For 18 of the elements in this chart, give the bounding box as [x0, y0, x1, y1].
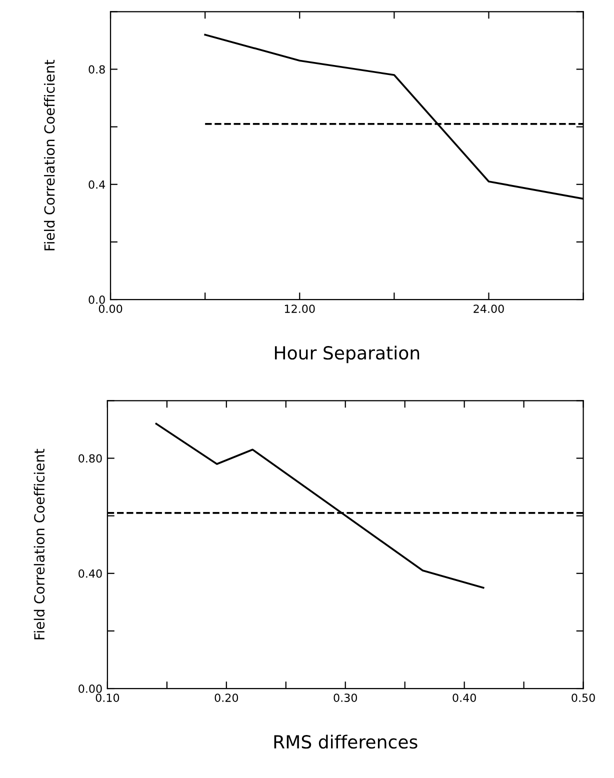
- x-tick-label: 12.00: [284, 304, 315, 313]
- y-tick-label: 0.00: [78, 684, 102, 693]
- x-tick-label: 0.00: [98, 304, 122, 313]
- x-tick-label: 0.40: [452, 694, 476, 702]
- y-tick-label: 0.8: [88, 65, 105, 74]
- y-tick-label: 0.80: [78, 454, 102, 463]
- y-tick-label: 0.40: [78, 569, 102, 578]
- x-tick-label: 0.20: [214, 694, 238, 702]
- x-axis-title: RMS differences: [274, 734, 418, 749]
- y-tick-label: 0.4: [88, 180, 106, 189]
- x-tick-label: 0.10: [96, 694, 120, 702]
- y-axis-title: Field Correlation Coefficient: [34, 448, 45, 640]
- x-tick-label: 24.00: [474, 304, 504, 313]
- x-tick-label: 0.50: [572, 694, 595, 702]
- x-axis-title: Hour Separation: [274, 346, 420, 364]
- x-tick-label: 0.30: [334, 694, 358, 702]
- y-tick-label: 0.0: [88, 296, 105, 304]
- y-axis-title: Field Correlation Coefficient: [44, 60, 55, 250]
